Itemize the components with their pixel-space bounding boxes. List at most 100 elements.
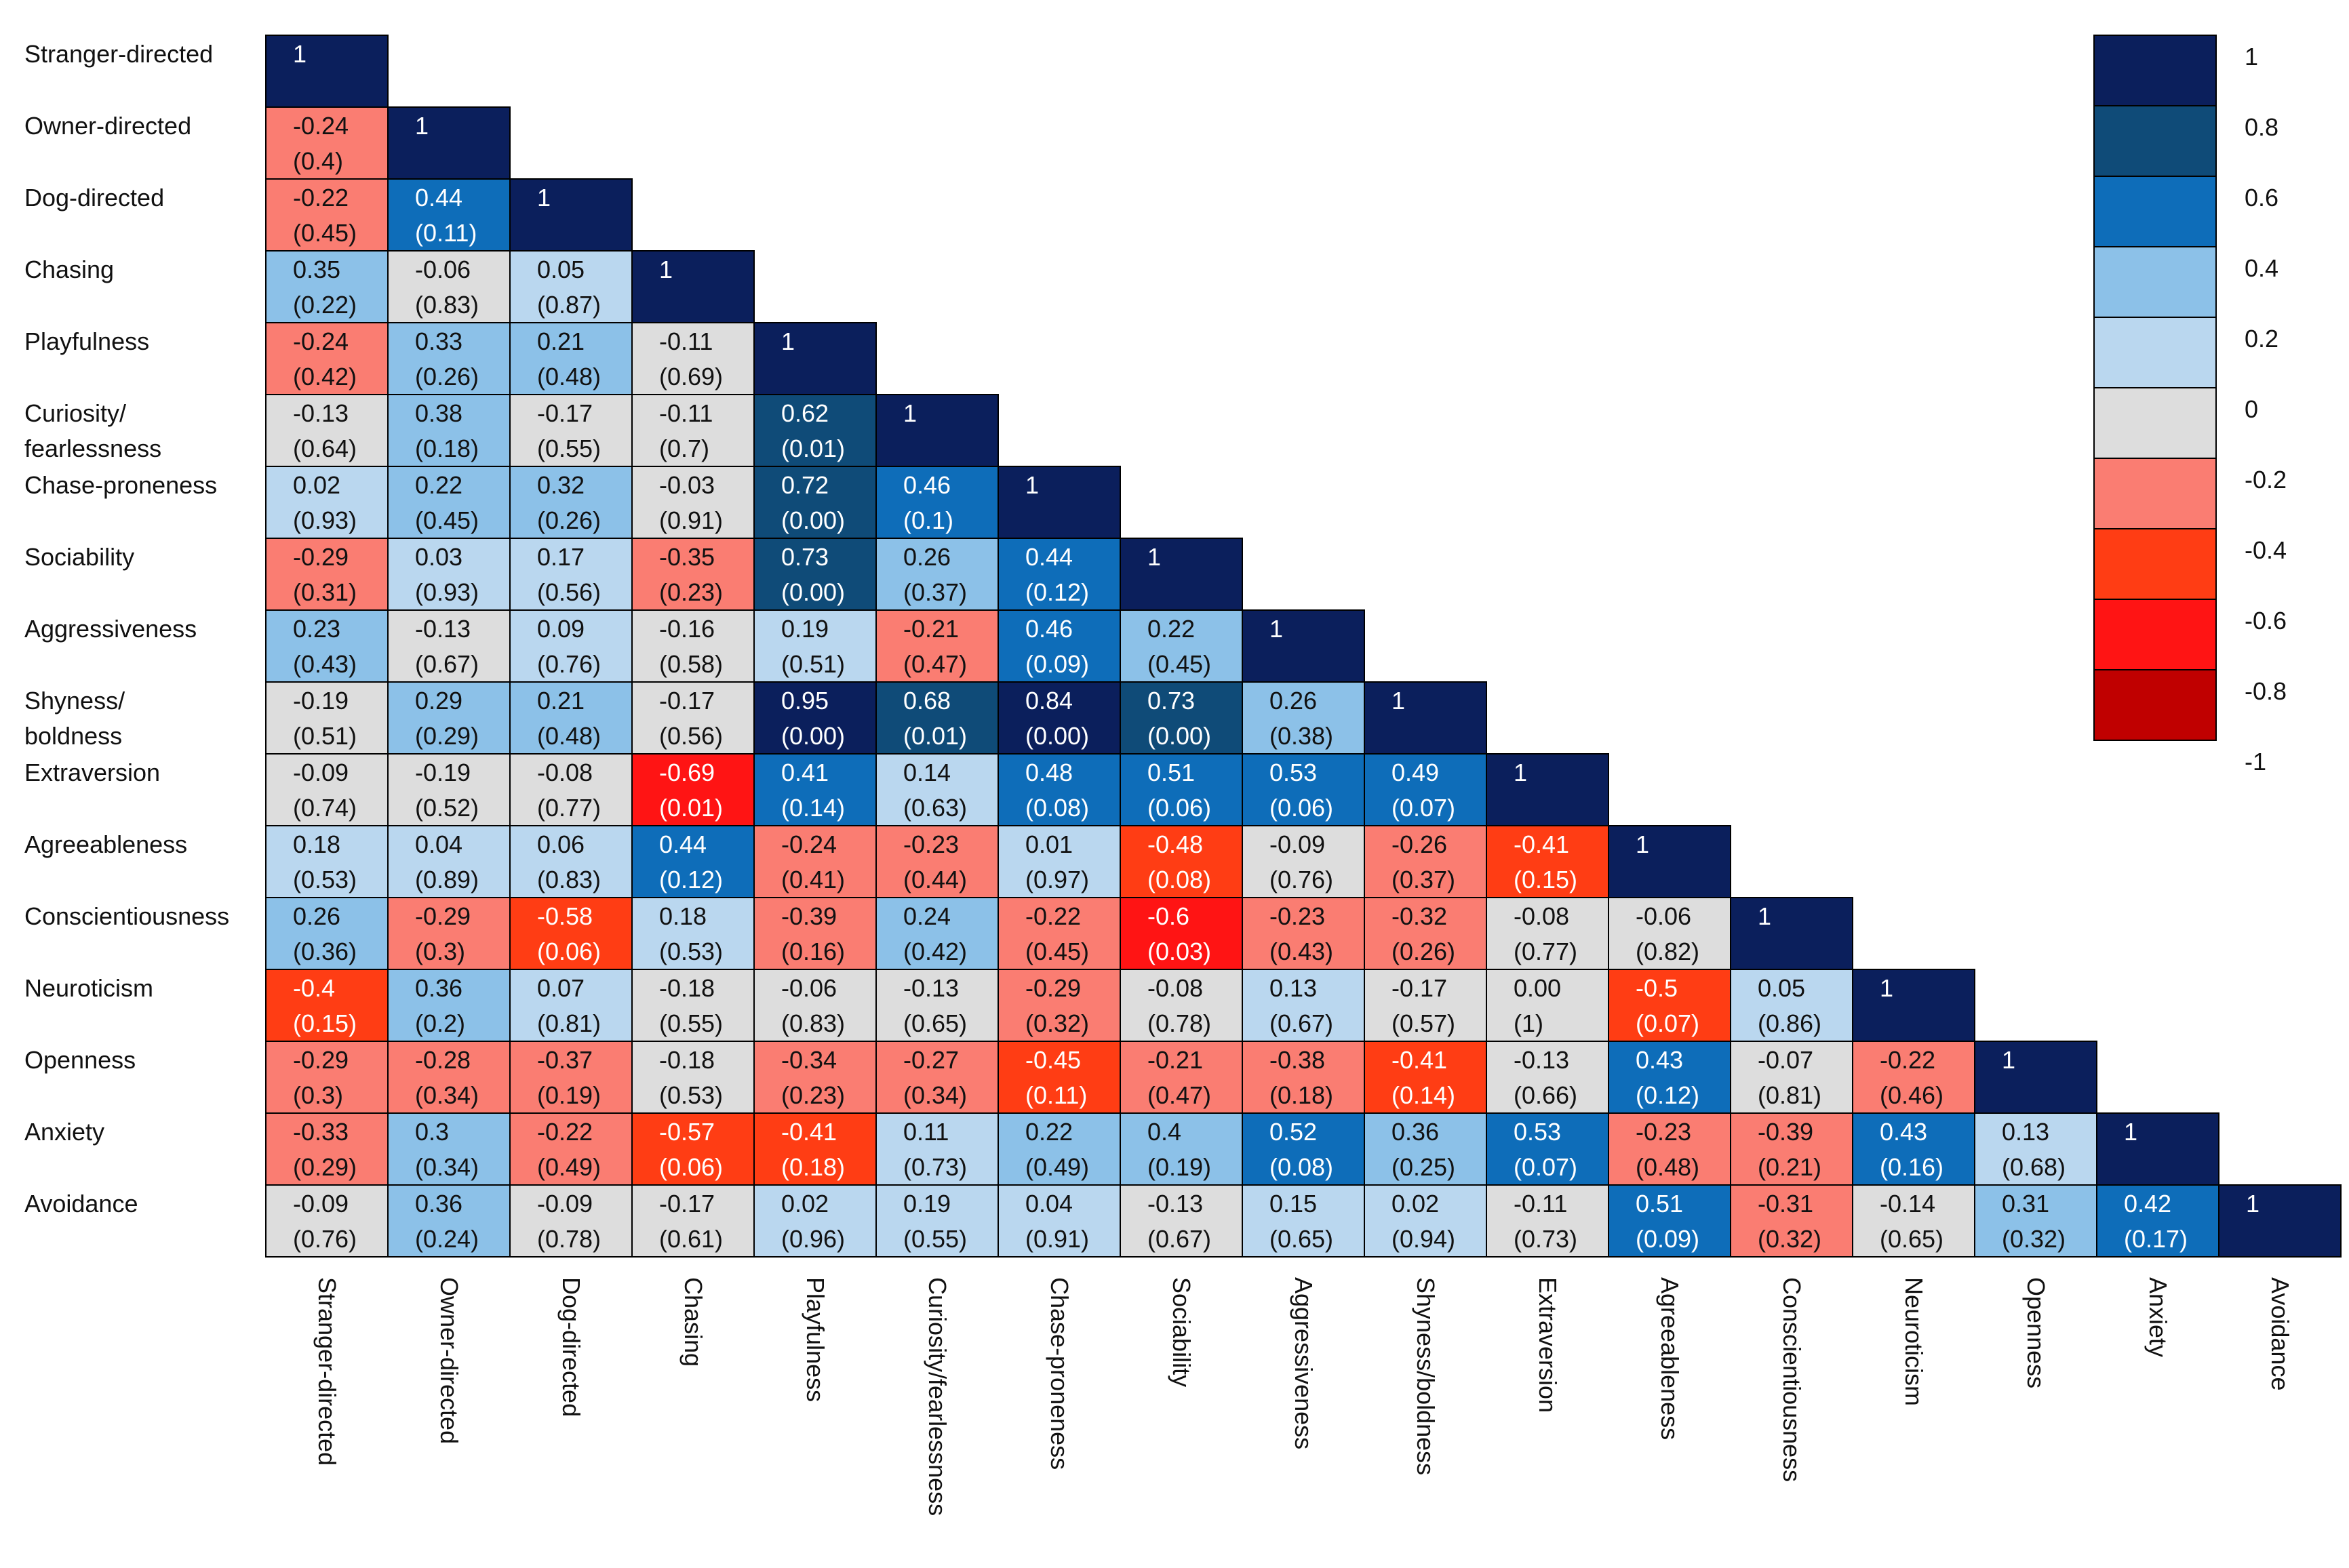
p-value: (0.00): [1025, 722, 1089, 750]
heatmap-cell: 0.73 (0.00): [1120, 681, 1243, 755]
correlation-cell: [387, 1184, 511, 1258]
heatmap-cell: 0.17 (0.56): [509, 538, 633, 611]
legend-swatch: [2093, 458, 2217, 529]
correlation-cell: [1486, 969, 1609, 1042]
diagonal-cell: [2096, 1112, 2219, 1186]
p-value: (0.89): [415, 866, 479, 893]
p-value: (0.08): [1147, 866, 1211, 893]
correlation-cell: [1852, 1112, 1975, 1186]
diagonal-value: 1: [537, 184, 551, 212]
correlation-value: -0.17: [1391, 974, 1447, 1002]
p-value: (0.01): [903, 722, 967, 750]
p-value: (0.73): [903, 1153, 967, 1181]
heatmap-cell: -0.29 (0.3): [387, 897, 511, 970]
p-value: (0.29): [415, 722, 479, 750]
heatmap-cell: -0.23 (0.44): [875, 825, 999, 898]
heatmap-cell: 0.95 (0.00): [753, 681, 877, 755]
correlation-value: -0.07: [1758, 1046, 1813, 1074]
heatmap-cell: 0.18 (0.53): [631, 897, 755, 970]
heatmap-cell: -0.06 (0.83): [387, 250, 511, 323]
heatmap-cell: 0.03 (0.93): [387, 538, 511, 611]
p-value: (0.07): [1391, 794, 1455, 822]
correlation-cell: [1730, 969, 1853, 1042]
diagonal-cell: [753, 322, 877, 395]
correlation-cell: [1730, 1112, 1853, 1186]
p-value: (0.19): [537, 1081, 601, 1109]
correlation-cell: [998, 969, 1121, 1042]
column-label: Sociability: [1168, 1277, 1196, 1387]
heatmap-cell: 0.73 (0.00): [753, 538, 877, 611]
heatmap-cell: 0.29 (0.29): [387, 681, 511, 755]
heatmap-cell: 0.07 (0.81): [509, 969, 633, 1042]
heatmap-cell: -0.07 (0.81): [1730, 1041, 1853, 1114]
heatmap-cell: 0.21 (0.48): [509, 681, 633, 755]
heatmap-cell: -0.21 (0.47): [1120, 1041, 1243, 1114]
heatmap-cell: 0.26 (0.38): [1242, 681, 1365, 755]
legend-swatch: [2093, 599, 2217, 670]
correlation-cell: [1364, 897, 1487, 970]
p-value: (0.36): [293, 938, 357, 965]
p-value: (0.49): [537, 1153, 601, 1181]
correlation-value: -0.18: [659, 1046, 715, 1074]
heatmap-cell: 1: [631, 250, 755, 323]
correlation-cell: [1120, 1184, 1243, 1258]
p-value: (0.03): [1147, 938, 1211, 965]
correlation-cell: [1242, 969, 1365, 1042]
correlation-value: -0.48: [1147, 830, 1203, 858]
correlation-cell: [1486, 1184, 1609, 1258]
diagonal-value: 1: [659, 256, 673, 283]
column-labels: Stranger-directed Owner-directed Dog-direc…: [313, 1277, 2294, 1516]
p-value: (0.16): [781, 938, 845, 965]
correlation-value: -0.35: [659, 543, 715, 571]
p-value: (0.45): [1025, 938, 1089, 965]
correlation-cell: [631, 897, 755, 970]
p-value: (0.77): [1514, 938, 1577, 965]
diagonal-cell: [1730, 897, 1853, 970]
row-label: Playfulness: [24, 327, 149, 355]
correlation-cell: [387, 322, 511, 395]
heatmap-cell: 0.09 (0.76): [509, 609, 633, 683]
heatmap-cell: 0.33 (0.26): [387, 322, 511, 395]
heatmap-cell: -0.14 (0.65): [1852, 1184, 1975, 1258]
p-value: (0.66): [1514, 1081, 1577, 1109]
correlation-value: -0.29: [415, 902, 471, 930]
correlation-cell: [1486, 1112, 1609, 1186]
column-label: Agreeableness: [1656, 1277, 1684, 1440]
correlation-value: -0.13: [293, 399, 349, 427]
p-value: (0.65): [903, 1009, 967, 1037]
correlation-value: 0.11: [903, 1118, 949, 1146]
correlation-value: 0.43: [1880, 1118, 1927, 1146]
correlation-value: 0.72: [781, 471, 829, 499]
correlation-value: 0.02: [1391, 1190, 1439, 1218]
correlation-value: -0.34: [781, 1046, 837, 1074]
heatmap-cell: -0.19 (0.51): [265, 681, 389, 755]
correlation-value: 0.46: [903, 471, 951, 499]
correlation-value: -0.08: [1147, 974, 1203, 1002]
p-value: (0.19): [1147, 1153, 1211, 1181]
correlation-value: -0.19: [293, 687, 349, 715]
heatmap-cell: -0.33 (0.29): [265, 1112, 389, 1186]
p-value: (0.48): [537, 363, 601, 390]
heatmap-cell: 0.31 (0.32): [1974, 1184, 2097, 1258]
correlation-value: -0.21: [1147, 1046, 1203, 1074]
heatmap-cell: -0.34 (0.23): [753, 1041, 877, 1114]
correlation-value: -0.09: [1269, 830, 1325, 858]
correlation-value: -0.38: [1269, 1046, 1325, 1074]
column-label: Chasing: [679, 1277, 707, 1367]
heatmap-cell: -0.13 (0.64): [265, 394, 389, 467]
p-value: (0.4): [293, 147, 343, 175]
correlation-value: 0.73: [1147, 687, 1195, 715]
correlation-value: 0.13: [2002, 1118, 2049, 1146]
heatmap-cell: -0.45 (0.11): [998, 1041, 1121, 1114]
p-value: (0.55): [659, 1009, 723, 1037]
correlation-value: -0.24: [293, 112, 349, 140]
p-value: (0.64): [293, 435, 357, 462]
heatmap-cell: 0.01 (0.97): [998, 825, 1121, 898]
p-value: (0.56): [537, 578, 601, 606]
p-value: (0.42): [293, 363, 357, 390]
correlation-cell: [509, 753, 633, 826]
p-value: (0.58): [659, 650, 723, 678]
heatmap-cell: -0.29 (0.3): [265, 1041, 389, 1114]
heatmap-cell: -0.23 (0.48): [1608, 1112, 1731, 1186]
p-value: (0.7): [659, 435, 709, 462]
